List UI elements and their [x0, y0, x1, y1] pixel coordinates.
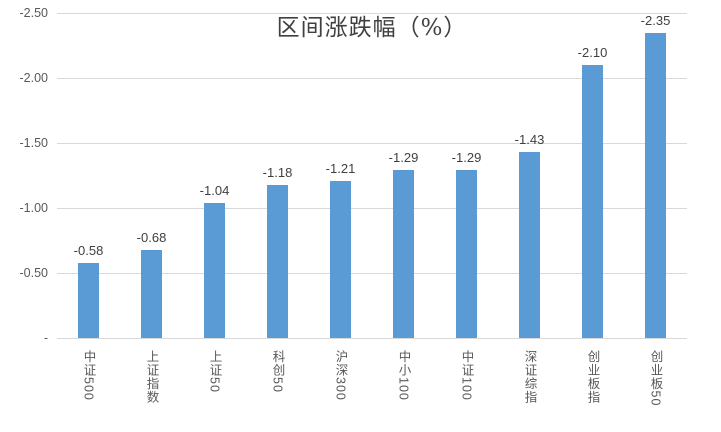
y-tick-label: -1.00: [19, 201, 49, 215]
bar-value-label: -1.29: [388, 150, 419, 166]
bar: [645, 32, 666, 338]
bar: [330, 180, 351, 338]
bar: [393, 170, 414, 338]
bar-value-label: -1.21: [325, 160, 356, 176]
y-tick-label: -2.50: [19, 6, 49, 20]
y-tick-label: -0.50: [19, 266, 49, 280]
bar: [141, 249, 162, 338]
x-axis-line: [57, 338, 687, 339]
chart-title: 区间涨跌幅（%）: [276, 15, 468, 41]
bar-value-label: -2.10: [577, 45, 608, 60]
bar-value-label: -1.29: [451, 150, 482, 166]
y-tick-label: -2.00: [19, 71, 49, 85]
bar: [267, 184, 288, 338]
x-category-label: 科创50: [270, 350, 285, 393]
bar: [582, 65, 603, 338]
x-category-label: 创业板指: [585, 350, 600, 404]
y-tick-label: -: [43, 331, 48, 345]
bar-value-label: -1.18: [262, 164, 293, 180]
x-category-label: 中小100: [396, 350, 411, 401]
bar-value-label: -0.58: [73, 242, 104, 258]
bar: [78, 262, 99, 338]
bar-value-label: -2.35: [640, 12, 671, 28]
bar-value-label: -1.04: [199, 182, 230, 198]
x-category-label: 中证500: [81, 350, 96, 401]
x-category-label: 中证100: [459, 350, 474, 401]
gridline: [57, 208, 687, 209]
x-category-label: 上证50: [207, 350, 222, 393]
bar: [456, 170, 477, 338]
bar-value-label: -0.68: [136, 229, 167, 245]
gridline: [57, 143, 687, 144]
x-category-label: 深证综指: [522, 350, 537, 404]
bar: [519, 152, 540, 338]
gridline: [57, 78, 687, 79]
x-category-label: 沪深300: [333, 350, 348, 401]
gridline: [57, 273, 687, 274]
bar: [204, 202, 225, 338]
x-category-label: 创业板50: [648, 350, 663, 407]
x-category-label: 上证指数: [144, 350, 159, 404]
y-tick-label: -1.50: [19, 136, 49, 150]
bar-value-label: -1.43: [514, 132, 545, 148]
gridline: [57, 13, 687, 14]
